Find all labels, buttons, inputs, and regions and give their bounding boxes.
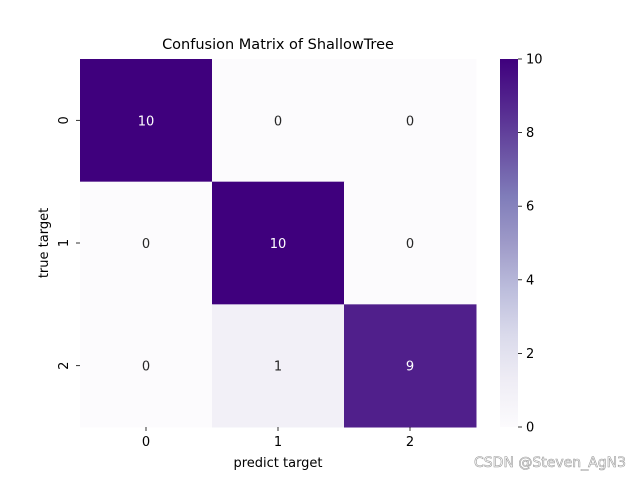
colorbar-tick-label-0: 0: [526, 421, 534, 436]
colorbar: [500, 59, 518, 427]
heatmap-cell-r1-c1: [212, 181, 345, 305]
x-tick-label-1: 1: [274, 435, 282, 450]
y-tick-label-1: 1: [57, 239, 72, 247]
cell-value-r1-c1: 10: [270, 237, 287, 252]
colorbar-tick-label-3: 6: [526, 200, 534, 215]
colorbar-tick-label-1: 2: [526, 347, 534, 362]
chart-title: Confusion Matrix of ShallowTree: [162, 37, 394, 53]
y-tick-label-2: 2: [57, 362, 72, 370]
heatmap-cell-r2-c0: [80, 304, 213, 428]
heatmap-cell-r2-c2: [344, 304, 477, 428]
cell-value-r0-c2: 0: [406, 114, 414, 129]
heatmap-cell-r1-c2: [344, 181, 477, 305]
heatmap-cells: [80, 59, 477, 428]
heatmap-cell-r2-c1: [212, 304, 345, 428]
watermark-text: CSDN @Steven_AgN3: [474, 455, 626, 471]
colorbar-tick-label-5: 10: [526, 53, 543, 68]
x-axis-ticks: 0 1 2: [142, 427, 414, 450]
cell-value-r0-c1: 0: [274, 114, 282, 129]
x-tick-label-2: 2: [406, 435, 414, 450]
colorbar-tick-label-4: 8: [526, 126, 534, 141]
cell-value-r1-c0: 0: [142, 237, 150, 252]
x-tick-label-0: 0: [142, 435, 150, 450]
heatmap-cell-r1-c0: [80, 181, 213, 305]
cell-value-r0-c0: 10: [138, 114, 155, 129]
y-axis-ticks: 0 1 2: [57, 116, 80, 370]
heatmap-annotations: 10 0 0 0 10 0 0 1 9: [138, 114, 414, 374]
x-axis-label: predict target: [233, 456, 322, 471]
cell-value-r2-c0: 0: [142, 360, 150, 375]
cell-value-r1-c2: 0: [406, 237, 414, 252]
cell-value-r2-c1: 1: [274, 360, 282, 375]
heatmap-cell-r0-c1: [212, 59, 345, 183]
colorbar-ticks: 0 2 4 6 8 10: [518, 53, 543, 436]
y-axis-label: true target: [37, 208, 52, 278]
colorbar-tick-label-2: 4: [526, 273, 534, 288]
heatmap-cell-r0-c2: [344, 59, 477, 183]
cell-value-r2-c2: 9: [406, 360, 414, 375]
y-tick-label-0: 0: [57, 116, 72, 124]
heatmap-cell-r0-c0: [80, 59, 213, 183]
